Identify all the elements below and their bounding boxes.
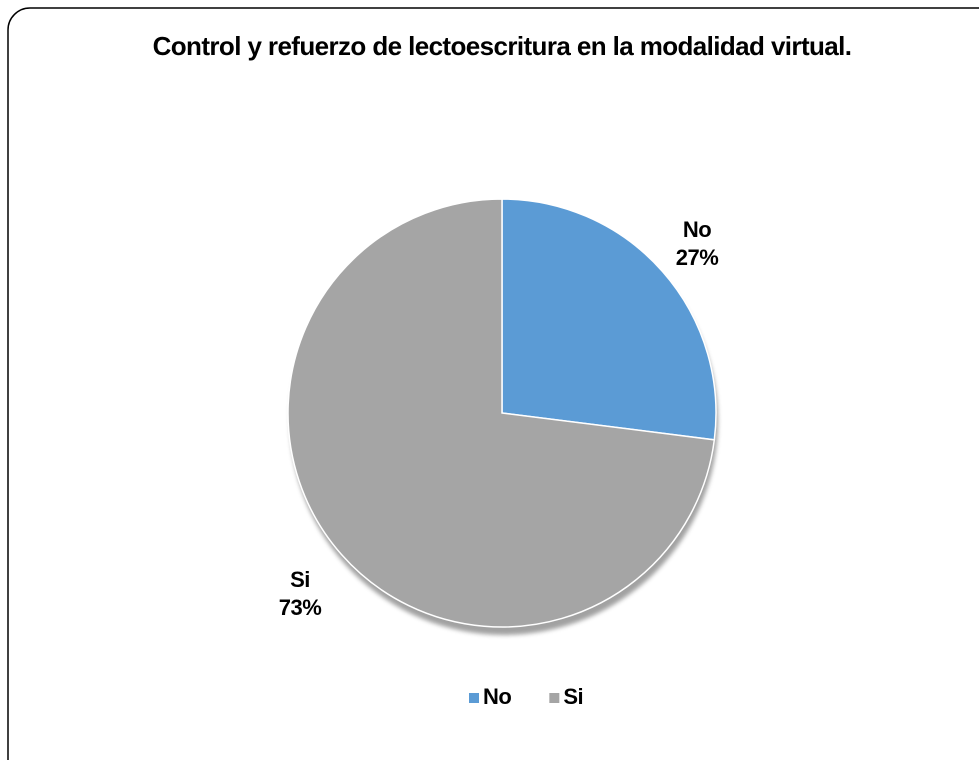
pie-slice xyxy=(287,198,716,628)
pie xyxy=(287,198,717,628)
pie-slice xyxy=(501,198,717,441)
legend-label: No xyxy=(483,684,511,709)
legend-marker xyxy=(469,693,479,703)
legend-marker xyxy=(549,693,560,703)
data-label-category: No xyxy=(683,217,711,242)
data-label-value: 73% xyxy=(279,595,322,620)
chart-title: Control y refuerzo de lectoescritura en … xyxy=(152,31,852,61)
data-label-category: Si xyxy=(290,567,310,592)
data-label-value: 27% xyxy=(676,245,719,270)
legend-label: Si xyxy=(563,684,583,709)
